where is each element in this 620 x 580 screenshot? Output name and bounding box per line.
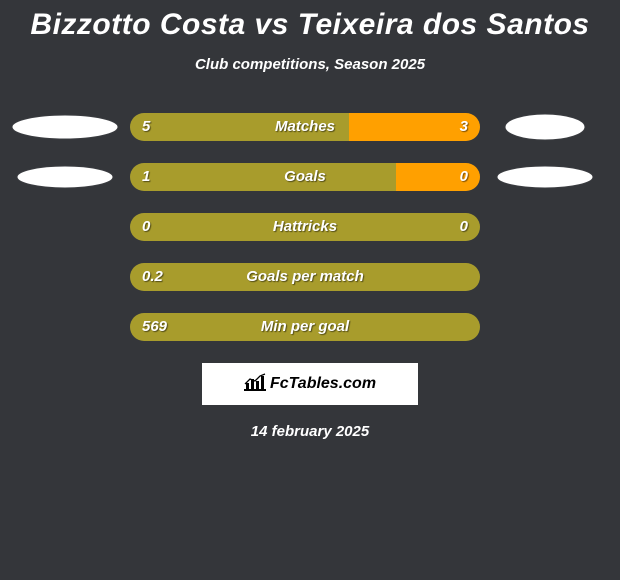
right-indicator	[490, 263, 600, 291]
right-indicator	[490, 213, 600, 241]
date-text: 14 february 2025	[0, 423, 620, 440]
stat-value-right: 3	[460, 113, 468, 141]
left-indicator	[10, 213, 120, 241]
logo-chart-icon	[244, 373, 266, 396]
left-indicator	[10, 263, 120, 291]
stat-row: 1Goals0	[10, 163, 610, 191]
right-indicator	[490, 313, 600, 341]
stat-label: Hattricks	[130, 213, 480, 241]
stat-bar: 0Hattricks0	[130, 213, 480, 241]
stat-bar: 569Min per goal	[130, 313, 480, 341]
stat-label: Goals	[130, 163, 480, 191]
stats-bars: 5Matches31Goals00Hattricks00.2Goals per …	[0, 113, 620, 341]
stat-value-right: 0	[460, 213, 468, 241]
stat-bar: 1Goals0	[130, 163, 480, 191]
right-indicator	[490, 113, 600, 141]
stat-value-right: 0	[460, 163, 468, 191]
stat-label: Matches	[130, 113, 480, 141]
stat-row: 569Min per goal	[10, 313, 610, 341]
stat-row: 0Hattricks0	[10, 213, 610, 241]
stat-bar: 0.2Goals per match	[130, 263, 480, 291]
stat-row: 5Matches3	[10, 113, 610, 141]
stat-row: 0.2Goals per match	[10, 263, 610, 291]
right-indicator	[490, 163, 600, 191]
left-indicator	[10, 163, 120, 191]
subtitle: Club competitions, Season 2025	[0, 56, 620, 73]
page-title: Bizzotto Costa vs Teixeira dos Santos	[0, 0, 620, 42]
stat-label: Min per goal	[130, 313, 480, 341]
left-indicator	[10, 113, 120, 141]
stat-label: Goals per match	[130, 263, 480, 291]
left-indicator	[10, 313, 120, 341]
logo-text: FcTables.com	[270, 375, 376, 393]
logo-box[interactable]: FcTables.com	[202, 363, 418, 405]
stat-bar: 5Matches3	[130, 113, 480, 141]
